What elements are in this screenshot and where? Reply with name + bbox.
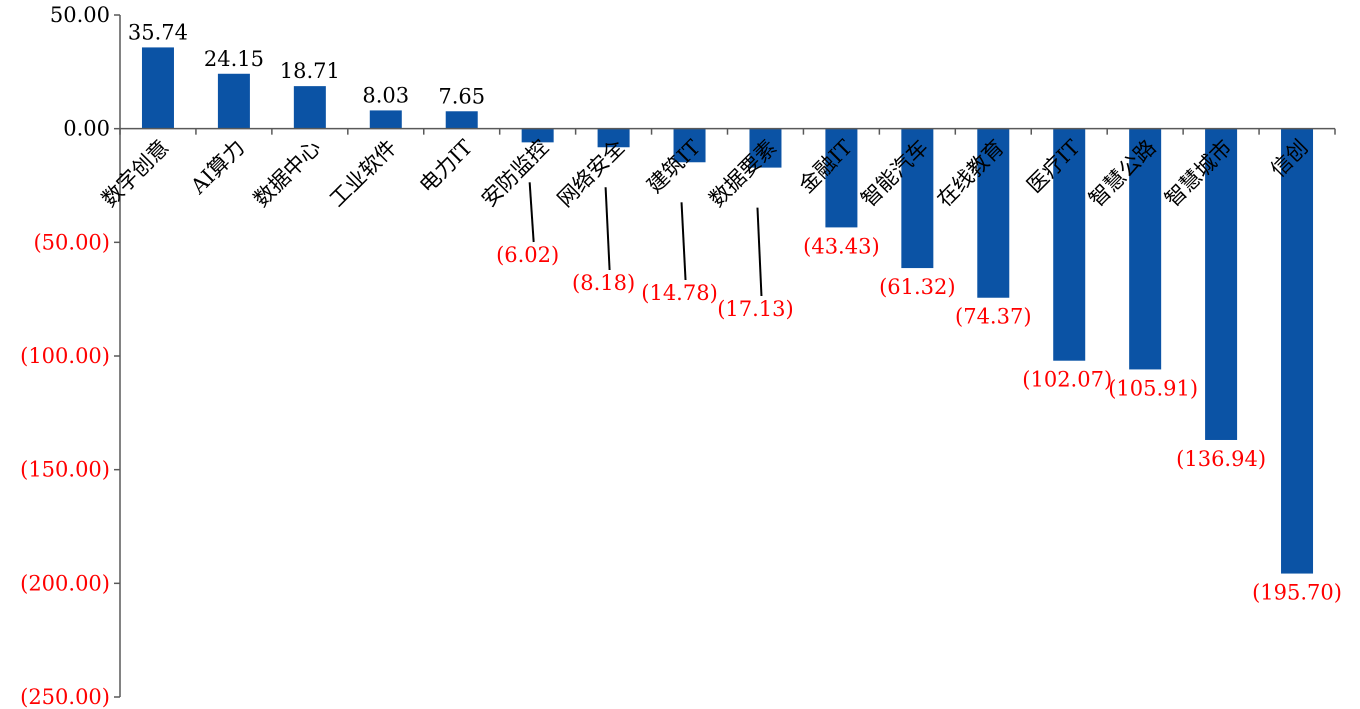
y-tick-label: (100.00): [20, 344, 110, 368]
y-tick-label: (250.00): [20, 685, 110, 709]
data-label: 18.71: [280, 59, 340, 83]
data-label: (17.13): [717, 297, 794, 321]
data-label: 24.15: [204, 47, 264, 71]
bar: [673, 128, 706, 163]
y-tick-label: (150.00): [20, 458, 110, 482]
category-label: 数字创意: [97, 135, 173, 211]
data-label: (43.43): [803, 234, 880, 258]
bar: [1205, 128, 1238, 440]
data-label: 8.03: [362, 83, 409, 107]
data-label: (6.02): [496, 243, 559, 267]
data-label: 7.65: [438, 84, 485, 108]
data-label: (136.94): [1176, 447, 1266, 471]
leader-line: [756, 207, 763, 297]
leader-lines: [528, 182, 763, 297]
bar: [901, 128, 934, 269]
leader-line: [680, 202, 687, 281]
bar: [141, 47, 174, 129]
value-labels: 35.74 24.15 18.71 8.03 7.65 (6.02) (8.18) (14.7…: [128, 20, 1342, 604]
bar: [217, 73, 250, 129]
y-tick-label: (200.00): [20, 571, 110, 595]
y-axis: 50.00 0.00 (50.00) (100.00) (150.00) (200.00)…: [20, 3, 121, 709]
bar: [749, 128, 782, 168]
y-tick-label: (50.00): [33, 230, 110, 254]
data-label: (8.18): [572, 271, 635, 295]
bar: [445, 111, 478, 129]
leader-line: [604, 187, 611, 271]
bars: [141, 47, 1314, 574]
bar: [521, 128, 554, 143]
data-label: (14.78): [641, 281, 718, 305]
data-label: (105.91): [1108, 376, 1198, 400]
bar: [1053, 128, 1086, 361]
category-label: 数据要素: [705, 135, 781, 211]
bar: [1129, 128, 1162, 370]
category-label: 电力IT: [415, 135, 477, 197]
category-label: AI算力: [185, 135, 249, 199]
category-label: 工业软件: [325, 135, 401, 211]
bar: [369, 110, 402, 129]
bar: [293, 86, 326, 129]
data-label: (74.37): [955, 305, 1032, 329]
data-label: (61.32): [879, 275, 956, 299]
bar: [1281, 128, 1314, 574]
category-label: 数据中心: [249, 135, 325, 211]
y-tick-label: 0.00: [63, 117, 110, 141]
data-label: 35.74: [128, 20, 188, 44]
bar: [597, 128, 630, 148]
y-tick-label: 50.00: [50, 3, 110, 27]
data-label: (102.07): [1022, 368, 1112, 392]
category-label: 安防监控: [477, 135, 553, 211]
category-label: 网络安全: [553, 135, 629, 211]
bar: [825, 128, 858, 228]
bar: [977, 128, 1010, 298]
data-label: (195.70): [1252, 581, 1342, 605]
leader-line: [528, 182, 535, 243]
x-axis: [119, 127, 1336, 135]
